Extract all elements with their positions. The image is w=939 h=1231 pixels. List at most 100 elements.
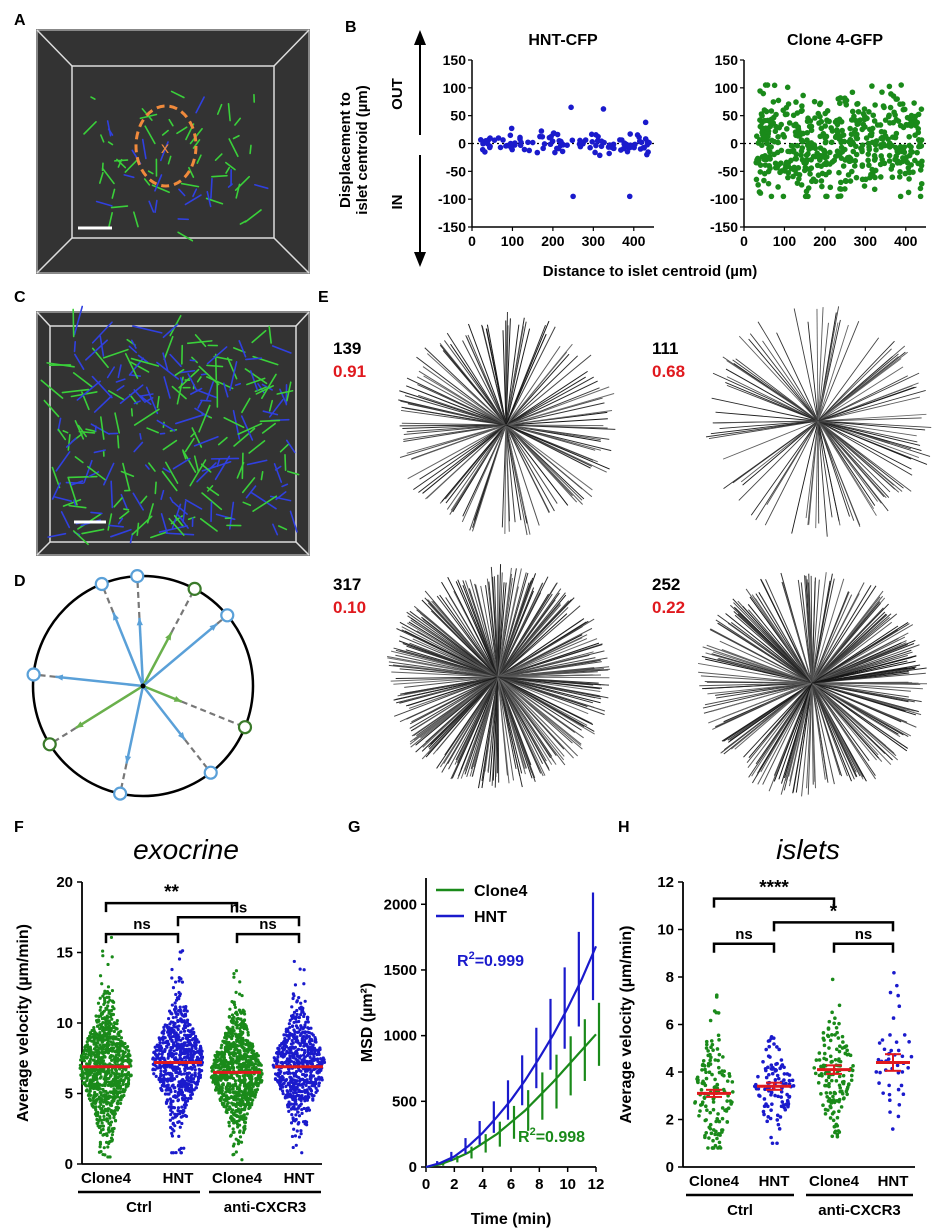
data-point	[243, 1120, 248, 1125]
polar-line	[817, 420, 917, 437]
data-point	[168, 1049, 172, 1053]
cell-track	[198, 365, 220, 386]
cell-track	[206, 486, 220, 496]
data-point	[178, 1005, 182, 1009]
polar-line	[811, 602, 881, 684]
data-point	[525, 139, 531, 146]
data-point	[257, 1068, 261, 1072]
data-point	[158, 1065, 162, 1069]
polar-line	[413, 424, 507, 491]
data-point	[170, 967, 174, 972]
polar-line	[461, 424, 507, 523]
polar-line	[713, 420, 819, 424]
data-point	[224, 1090, 228, 1094]
polar-line	[480, 585, 499, 678]
polar-line	[445, 424, 507, 504]
data-point	[280, 1084, 284, 1088]
cell-track	[177, 514, 189, 529]
data-point	[760, 90, 767, 97]
data-point	[174, 998, 179, 1002]
data-point	[273, 1072, 278, 1076]
polar-line	[497, 676, 542, 774]
cell-track	[93, 395, 113, 413]
data-point	[82, 1055, 86, 1060]
data-point	[178, 994, 182, 998]
data-point	[863, 135, 870, 141]
panel-c-microscopy	[36, 305, 310, 556]
data-point	[906, 176, 912, 182]
data-point	[107, 1126, 111, 1130]
data-point	[82, 1059, 87, 1063]
data-point	[159, 1069, 163, 1073]
data-point	[773, 123, 779, 130]
data-point	[92, 1053, 96, 1057]
panel-b-ylabel-line2: islet centroid (µm)	[354, 85, 371, 215]
polar-line	[743, 682, 813, 758]
data-point	[235, 1108, 239, 1113]
polar-line	[504, 424, 507, 534]
polar-line	[449, 424, 507, 515]
polar-line	[811, 572, 827, 684]
polar-line	[502, 330, 507, 426]
data-point	[229, 1031, 233, 1036]
polar-line	[497, 676, 590, 723]
data-point	[316, 1051, 321, 1056]
data-point	[788, 157, 794, 164]
data-point	[229, 1061, 233, 1065]
data-point	[894, 158, 901, 164]
data-point	[175, 1094, 179, 1099]
polar-line	[497, 674, 595, 678]
x-tick-label: 0	[740, 233, 748, 249]
polar-count-3: 317	[333, 575, 361, 594]
data-point	[230, 1042, 234, 1046]
y-tick-label: 5	[65, 1086, 73, 1103]
polar-line	[817, 348, 892, 422]
data-point	[119, 1036, 124, 1040]
cell-track	[111, 188, 116, 199]
category-label: HNT	[163, 1170, 194, 1187]
data-point	[642, 136, 649, 142]
data-point	[102, 996, 107, 1000]
data-point	[179, 1151, 183, 1155]
polar-line	[422, 366, 507, 426]
cell-track	[214, 353, 218, 381]
cell-track	[233, 427, 256, 447]
data-point	[834, 121, 841, 128]
data-point	[497, 144, 504, 151]
data-point	[871, 157, 878, 163]
data-point	[116, 1090, 121, 1094]
polar-line	[446, 332, 507, 426]
polar-line	[505, 345, 561, 426]
polar-line	[811, 622, 909, 684]
data-point	[170, 976, 174, 980]
data-point	[828, 139, 835, 146]
polar-line	[811, 682, 829, 783]
data-point	[290, 1016, 294, 1021]
data-point	[180, 1013, 184, 1017]
data-point	[99, 1075, 103, 1079]
data-point	[122, 1090, 126, 1094]
projection-point	[26, 667, 41, 682]
data-point	[837, 100, 843, 107]
polar-line	[807, 682, 813, 795]
data-point	[101, 1124, 106, 1128]
data-point	[185, 1009, 189, 1013]
data-point	[97, 1014, 101, 1018]
polar-line	[416, 376, 507, 426]
data-point	[98, 1115, 102, 1119]
data-point	[526, 147, 533, 154]
data-point	[771, 138, 778, 145]
cell-track	[178, 368, 200, 389]
data-point	[851, 163, 858, 169]
polar-line	[395, 654, 499, 678]
data-point	[170, 1084, 174, 1088]
cell-track	[234, 382, 242, 387]
polar-line	[455, 676, 499, 761]
cell-track	[245, 357, 263, 361]
data-point	[818, 163, 825, 169]
data-point	[228, 1007, 232, 1011]
cell-track	[167, 155, 172, 165]
polar-line	[811, 682, 895, 754]
polar-line	[415, 676, 499, 746]
data-point	[174, 1151, 178, 1155]
